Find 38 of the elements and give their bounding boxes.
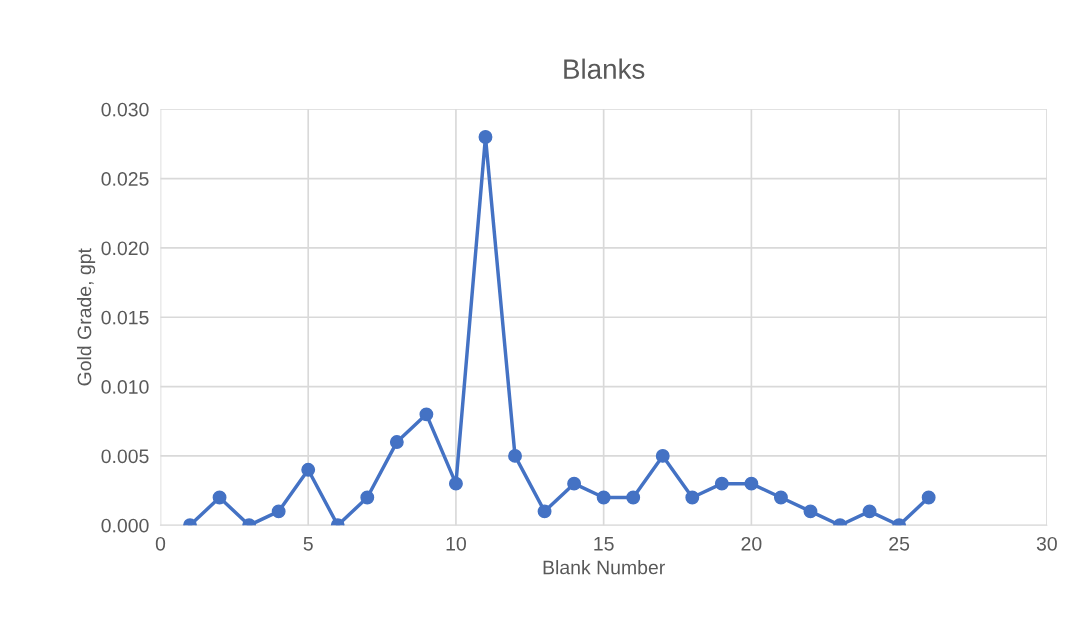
point [212, 490, 227, 505]
y-tick-label: 0.000 [101, 518, 149, 533]
point [773, 490, 788, 505]
y-tick-label: 0.010 [101, 380, 149, 394]
point [537, 504, 552, 519]
y-tick-label: 0.005 [101, 449, 149, 464]
x-tick-label: 0 [155, 536, 166, 551]
y-tick-label: 0.015 [101, 310, 149, 325]
y-axis-title: Gold Grade, gpt [77, 248, 96, 386]
x-tick-label: 10 [446, 536, 466, 551]
x-tick-label: 25 [889, 536, 910, 551]
point [655, 448, 670, 463]
point [567, 476, 582, 491]
chart-title: Blanks [564, 58, 645, 79]
point [448, 476, 463, 491]
point [626, 490, 641, 505]
y-tick-label: 0.020 [101, 241, 149, 256]
point [360, 490, 375, 505]
y-tick-label: 0.030 [101, 102, 149, 117]
y-tick-label: 0.025 [101, 172, 149, 186]
point [301, 462, 316, 477]
point [744, 476, 759, 491]
x-tick-label: 15 [594, 537, 614, 551]
point [419, 407, 434, 422]
point [862, 504, 877, 519]
point [508, 448, 522, 463]
x-tick-label: 5 [303, 537, 313, 551]
x-axis-title: Blank Number [543, 560, 665, 575]
point [271, 504, 286, 519]
point [389, 435, 404, 450]
point [921, 490, 936, 505]
point [714, 476, 729, 491]
point [478, 130, 493, 144]
x-tick-label: 20 [741, 536, 762, 551]
x-tick-label: 30 [1036, 536, 1057, 551]
point [803, 504, 818, 519]
point [685, 490, 700, 505]
point [596, 490, 611, 505]
